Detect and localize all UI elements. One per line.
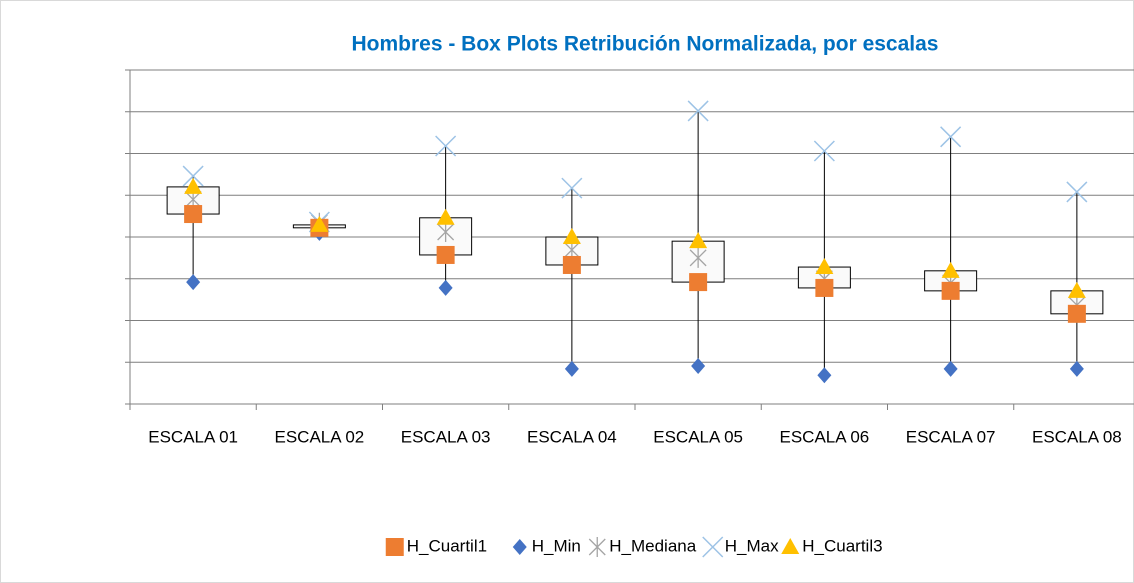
- marker-triangle: [815, 258, 834, 275]
- marker-diamond: [564, 360, 579, 377]
- legend-label: H_Cuartil3: [802, 536, 882, 555]
- marker-triangle: [436, 208, 455, 225]
- marker-cross: [182, 165, 204, 187]
- legend-marker: [702, 536, 724, 558]
- marker-cross: [1066, 181, 1088, 203]
- legend-label: H_Min: [532, 536, 581, 555]
- legend-marker: [512, 539, 527, 555]
- legend-marker: [385, 538, 404, 556]
- marker-diamond: [1069, 360, 1084, 377]
- legend-label: H_Max: [725, 536, 779, 555]
- x-tick-label: ESCALA 01: [148, 427, 238, 446]
- marker-square: [689, 273, 708, 292]
- x-tick-label: ESCALA 05: [653, 427, 743, 446]
- x-tick-label: ESCALA 06: [779, 427, 869, 446]
- marker-square: [436, 245, 455, 264]
- marker-cross: [561, 177, 583, 199]
- marker-triangle: [310, 215, 329, 232]
- x-tick-label: ESCALA 04: [527, 427, 617, 446]
- legend-label: H_Cuartil1: [407, 536, 487, 555]
- marker-cross: [813, 140, 835, 162]
- x-tick-label: ESCALA 02: [274, 427, 364, 446]
- legend-marker: [588, 537, 606, 557]
- chart-title: Hombres - Box Plots Retribución Normaliz…: [352, 33, 939, 56]
- x-tick-label: ESCALA 08: [1032, 427, 1122, 446]
- marker-triangle: [1067, 281, 1086, 298]
- legend-label: H_Mediana: [609, 536, 696, 555]
- marker-diamond: [691, 358, 706, 375]
- marker-star: [689, 247, 707, 268]
- marker-triangle: [562, 228, 581, 244]
- x-tick-label: ESCALA 03: [401, 427, 491, 446]
- marker-square: [562, 255, 581, 274]
- marker-cross: [687, 100, 709, 122]
- marker-diamond: [943, 360, 958, 377]
- marker-diamond: [438, 279, 453, 296]
- marker-diamond: [186, 274, 201, 291]
- marker-star: [437, 221, 455, 242]
- marker-cross: [940, 126, 962, 148]
- marker-diamond: [817, 367, 832, 384]
- x-tick-label: ESCALA 07: [906, 427, 996, 446]
- marker-triangle: [941, 261, 960, 278]
- marker-triangle: [689, 232, 708, 249]
- legend-marker: [781, 538, 800, 554]
- marker-triangle: [184, 177, 203, 194]
- marker-square: [1067, 304, 1086, 323]
- marker-square: [941, 281, 960, 300]
- marker-square: [815, 278, 834, 297]
- marker-square: [184, 205, 203, 224]
- marker-cross: [435, 135, 457, 157]
